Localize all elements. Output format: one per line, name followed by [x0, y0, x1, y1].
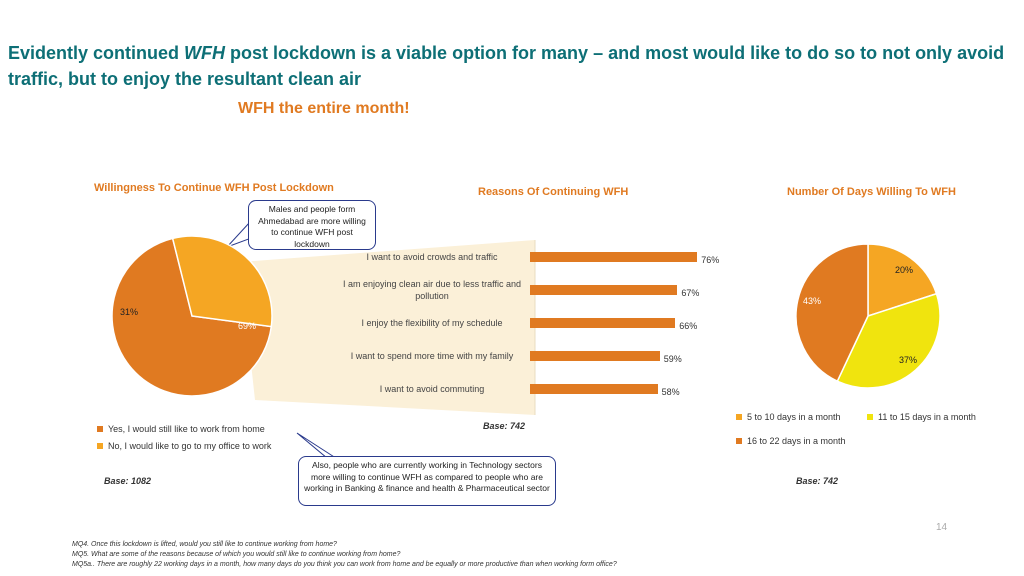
- legend-16to22-swatch: [736, 438, 742, 444]
- legend-5to10: 5 to 10 days in a month: [736, 412, 841, 422]
- headline-part-2: post lockdown is a viable option for man…: [8, 43, 1005, 89]
- pie2-slice-1: [836, 292, 941, 389]
- pie2-slice-2: [795, 243, 869, 383]
- subheading: WFH the entire month!: [238, 100, 410, 117]
- legend-11to15-swatch: [867, 414, 873, 420]
- legend-no-swatch: [97, 443, 103, 449]
- headline-part-1: Evidently continued: [8, 43, 185, 63]
- willingness-title: Willingness To Continue WFH Post Lockdow…: [94, 182, 334, 194]
- legend-yes: Yes, I would still like to work from hom…: [97, 424, 265, 434]
- base-reasons: Base: 742: [483, 421, 526, 431]
- legend-16to22-label: 16 to 22 days in a month: [747, 436, 846, 446]
- callout-bottom: Also, people who are currently working i…: [298, 456, 556, 506]
- legend-5to10-label: 5 to 10 days in a month: [747, 412, 841, 422]
- footnote-1: MQ4. Once this lockdown is lifted, would…: [72, 541, 337, 548]
- reasons-title: Reasons Of Continuing WFH: [478, 186, 629, 198]
- legend-yes-label: Yes, I would still like to work from hom…: [108, 424, 265, 434]
- willingness-pie: [111, 235, 273, 397]
- base-days: Base: 742: [796, 476, 839, 486]
- pie1-slice-0: [111, 237, 273, 397]
- callout-top: Males and people form Ahmedabad are more…: [248, 200, 376, 250]
- legend-16to22: 16 to 22 days in a month: [736, 436, 846, 446]
- pie1-label-no: 31%: [120, 307, 139, 317]
- page-headline: Evidently continued WFH post lockdown is…: [8, 40, 1008, 92]
- pie2-label-11to15: 37%: [899, 355, 918, 365]
- pie1-slice-1: [171, 235, 273, 328]
- pie2-slice-0: [867, 243, 938, 318]
- legend-11to15-label: 11 to 15 days in a month: [878, 412, 976, 422]
- legend-no: No, I would like to go to my office to w…: [97, 441, 271, 451]
- legend-no-label: No, I would like to go to my office to w…: [108, 441, 272, 451]
- days-title: Number Of Days Willing To WFH: [787, 186, 956, 198]
- pie1-label-yes: 69%: [238, 321, 257, 331]
- days-pie: [795, 243, 941, 389]
- footnote-3: MQ5a.. There are roughly 22 working days…: [72, 561, 617, 568]
- headline-wfh: WFH: [184, 43, 226, 63]
- legend-yes-swatch: [97, 426, 103, 432]
- legend-11to15: 11 to 15 days in a month: [867, 412, 976, 422]
- page-number: 14: [936, 522, 948, 533]
- footnotes: MQ4. Once this lockdown is lifted, would…: [72, 540, 617, 570]
- footnote-2: MQ5. What are some of the reasons becaus…: [72, 551, 401, 558]
- pie2-label-5to10: 20%: [895, 265, 914, 275]
- legend-5to10-swatch: [736, 414, 742, 420]
- base-willingness: Base: 1082: [104, 476, 152, 486]
- pie2-label-16to22: 43%: [803, 296, 822, 306]
